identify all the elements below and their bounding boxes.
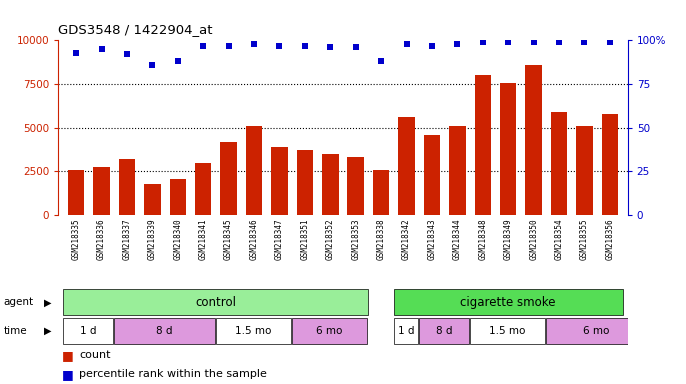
Bar [525,65,542,215]
Bar [195,163,211,215]
Point [554,39,565,45]
Bar [373,170,390,215]
Text: GSM218341: GSM218341 [199,219,208,260]
Text: percentile rank within the sample: percentile rank within the sample [79,369,267,379]
Text: 1.5 mo: 1.5 mo [489,326,525,336]
Text: time: time [3,326,27,336]
Point [223,43,234,49]
Bar [220,142,237,215]
Bar [500,83,517,215]
Text: GSM218350: GSM218350 [529,219,538,260]
Bar [93,167,110,215]
Bar [399,117,415,215]
Text: GSM218336: GSM218336 [97,219,106,260]
Text: GSM218339: GSM218339 [148,219,157,260]
Text: 6 mo: 6 mo [583,326,610,336]
Bar [292,318,367,344]
Point [172,58,183,65]
Bar [394,290,623,315]
Text: GSM218348: GSM218348 [478,219,487,260]
Point [503,39,514,45]
Text: GSM218351: GSM218351 [300,219,309,260]
Bar [546,318,647,344]
Bar [246,126,262,215]
Bar [271,147,287,215]
Point [427,43,438,49]
Text: GSM218337: GSM218337 [122,219,132,260]
Point [324,44,335,50]
Text: 8 d: 8 d [156,326,173,336]
Text: GDS3548 / 1422904_at: GDS3548 / 1422904_at [58,23,213,36]
Text: GSM218342: GSM218342 [402,219,411,260]
Point [351,44,362,50]
Point [248,41,259,47]
Text: ■: ■ [62,368,73,381]
Point [477,39,488,45]
Bar [119,159,135,215]
Point [274,43,285,49]
Text: control: control [196,296,237,309]
Bar [394,318,418,344]
Text: GSM218352: GSM218352 [326,219,335,260]
Text: 1 d: 1 d [80,326,97,336]
Bar [475,75,491,215]
Point [452,41,463,47]
Text: GSM218356: GSM218356 [606,219,615,260]
Point [401,41,412,47]
Bar [68,170,84,215]
Point [604,39,615,45]
Bar [322,154,339,215]
Bar [347,157,364,215]
Text: count: count [79,350,110,360]
Point [96,46,107,52]
Text: GSM218340: GSM218340 [174,219,182,260]
Bar [424,135,440,215]
Text: GSM218353: GSM218353 [351,219,360,260]
Bar [63,318,113,344]
Text: ■: ■ [62,349,73,362]
Text: GSM218344: GSM218344 [453,219,462,260]
Point [299,43,310,49]
Bar [576,126,593,215]
Point [376,58,387,65]
Bar [63,290,368,315]
Text: GSM218349: GSM218349 [504,219,512,260]
Point [71,50,82,56]
Bar [470,318,545,344]
Text: ▶: ▶ [44,297,51,308]
Bar [115,318,215,344]
Text: 8 d: 8 d [436,326,452,336]
Text: cigarette smoke: cigarette smoke [460,296,556,309]
Bar [144,184,161,215]
Text: GSM218355: GSM218355 [580,219,589,260]
Bar [419,318,469,344]
Point [147,62,158,68]
Text: GSM218343: GSM218343 [427,219,436,260]
Text: GSM218346: GSM218346 [250,219,259,260]
Point [198,43,209,49]
Text: GSM218354: GSM218354 [554,219,564,260]
Bar [296,151,313,215]
Point [579,39,590,45]
Text: 1.5 mo: 1.5 mo [235,326,272,336]
Text: agent: agent [3,297,34,308]
Text: ▶: ▶ [44,326,51,336]
Text: GSM218338: GSM218338 [377,219,386,260]
Bar [551,112,567,215]
Text: GSM218347: GSM218347 [275,219,284,260]
Point [121,51,132,57]
Point [528,39,539,45]
Bar [169,179,186,215]
Bar [449,126,466,215]
Bar [216,318,291,344]
Text: 6 mo: 6 mo [316,326,343,336]
Text: 1 d: 1 d [398,326,414,336]
Bar [602,114,618,215]
Text: GSM218335: GSM218335 [71,219,80,260]
Text: GSM218345: GSM218345 [224,219,233,260]
